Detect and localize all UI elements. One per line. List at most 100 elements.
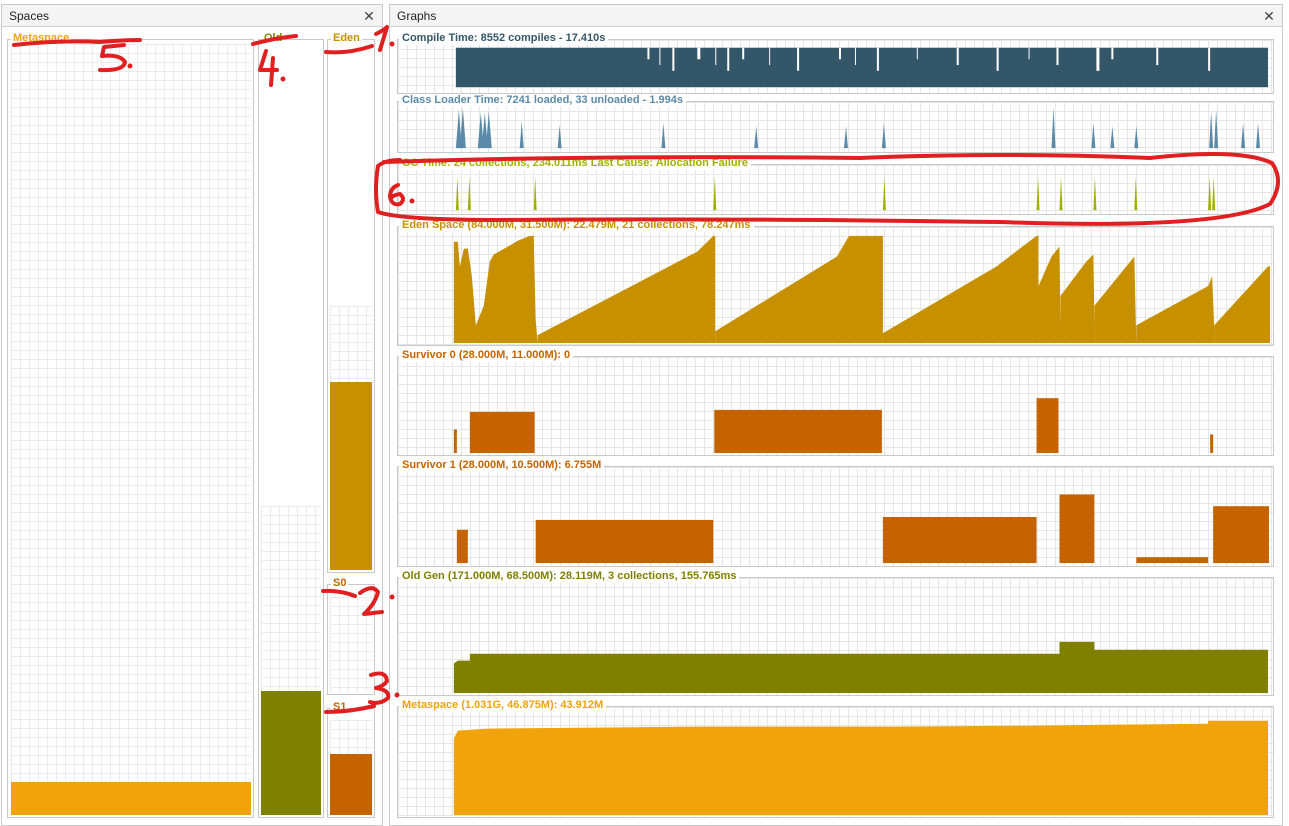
gc-time-plot — [455, 176, 1216, 211]
s1-usage-block — [535, 519, 714, 564]
eden-segment — [882, 235, 1039, 344]
compile-gap — [769, 47, 771, 66]
compile-gap — [1096, 47, 1100, 71]
metaspace-space-fill — [11, 781, 251, 815]
class-loader-spike — [1241, 123, 1246, 149]
close-graphs-panel-button[interactable]: ✕ — [1263, 8, 1275, 24]
compile-gap — [727, 47, 730, 71]
class-loader-spike — [1091, 123, 1096, 149]
gc-spike — [713, 176, 717, 211]
compile-gap — [1028, 47, 1030, 60]
compile-time-graph-label: Compile Time: 8552 compiles - 17.410s — [399, 32, 609, 45]
compile-gap — [838, 47, 841, 60]
compile-gap — [1111, 47, 1114, 60]
class-loader-spike — [1256, 123, 1261, 149]
compile-gap — [1056, 47, 1059, 66]
old-gen-graph-label: Old Gen (171.000M, 68.500M): 28.119M, 3 … — [399, 570, 740, 583]
compile-time-plot — [455, 47, 1269, 88]
metaspace-graph-label: Metaspace (1.031G, 46.875M): 43.912M — [399, 699, 607, 712]
eden-space-label: Eden — [331, 32, 362, 45]
compile-activity-area — [455, 47, 1269, 88]
compile-time-graph — [397, 39, 1274, 94]
old-space-grid — [261, 506, 321, 815]
old-gen-graph — [397, 577, 1274, 696]
eden-space-graph — [397, 226, 1274, 346]
class-loader-spike — [1051, 107, 1056, 149]
gc-spike — [1036, 176, 1040, 211]
class-loader-spike — [455, 109, 462, 149]
class-loader-spike — [1110, 126, 1115, 149]
eden-segment — [715, 235, 883, 344]
graphs-panel-header: Graphs ✕ — [390, 5, 1282, 27]
s1-usage-block — [1213, 506, 1270, 564]
s0-usage-block — [1210, 434, 1214, 454]
class-loader-spike — [881, 123, 886, 149]
eden-space-grid — [330, 306, 372, 570]
eden-segment — [1214, 266, 1271, 344]
gc-spike — [882, 176, 886, 211]
survivor0-plot — [453, 398, 1214, 454]
compile-gap — [1208, 47, 1211, 71]
class-loader-spike — [557, 125, 562, 149]
metaspace-space-grid — [11, 44, 251, 815]
metaspace-usage-area — [453, 720, 1269, 816]
class-loader-spike — [661, 123, 666, 149]
class-loader-graph-label: Class Loader Time: 7241 loaded, 33 unloa… — [399, 94, 687, 107]
compile-gap — [715, 47, 717, 66]
eden-segment — [1060, 254, 1095, 344]
class-loader-spike — [1214, 109, 1219, 149]
s0-space-label: S0 — [331, 577, 349, 590]
class-loader-spike — [485, 111, 492, 149]
survivor1-graph-label: Survivor 1 (28.000M, 10.500M): 6.755M — [399, 459, 605, 472]
compile-gap — [797, 47, 800, 71]
s1-usage-block — [1136, 557, 1209, 564]
class-loader-spike — [1134, 126, 1139, 149]
eden-segment — [1038, 246, 1061, 344]
spaces-panel-header: Spaces ✕ — [2, 5, 382, 27]
survivor0-graph — [397, 356, 1274, 456]
eden-segment — [1094, 256, 1137, 344]
compile-gap — [854, 47, 856, 66]
metaspace-space-label: Metaspace — [11, 32, 72, 45]
class-loader-spike — [481, 112, 488, 149]
s0-space-frame — [327, 584, 375, 695]
compile-gap — [1156, 47, 1159, 66]
old-gen-usage-area — [453, 641, 1269, 694]
class-loader-plot — [455, 107, 1261, 149]
compile-gap — [647, 47, 650, 60]
compile-gap — [697, 47, 701, 60]
s0-usage-block — [453, 429, 457, 454]
class-loader-spike — [477, 112, 484, 149]
compile-gap — [996, 47, 999, 71]
class-loader-graph — [397, 101, 1274, 153]
compile-gap — [876, 47, 879, 71]
class-loader-spike — [843, 126, 848, 149]
gc-spike — [1059, 176, 1063, 211]
eden-space-graph-label: Eden Space (84.000M, 31.500M): 22.479M, … — [399, 219, 754, 232]
s0-usage-block — [1036, 398, 1059, 454]
compile-gap — [659, 47, 661, 66]
class-loader-spike — [1209, 111, 1214, 149]
s1-space-fill — [330, 753, 372, 815]
gc-time-graph-label: GC Time: 24 collections, 234.011ms Last … — [399, 157, 752, 170]
old-space-fill — [261, 691, 321, 815]
close-spaces-panel-button[interactable]: ✕ — [363, 8, 375, 24]
metaspace-graph — [397, 706, 1274, 818]
class-loader-spike — [519, 121, 524, 149]
class-loader-spike — [459, 107, 466, 149]
survivor0-graph-label: Survivor 0 (28.000M, 11.000M): 0 — [399, 349, 574, 362]
survivor1-graph — [397, 466, 1274, 567]
compile-gap — [956, 47, 959, 66]
eden-segment — [1136, 276, 1215, 344]
s1-space-grid — [330, 720, 372, 815]
compile-gap — [742, 47, 745, 60]
gc-spike — [1208, 176, 1212, 211]
compile-gap — [672, 47, 675, 71]
eden-segment — [453, 235, 538, 344]
s1-usage-block — [456, 529, 468, 564]
gc-spike — [533, 176, 537, 211]
gc-time-graph — [397, 164, 1274, 215]
class-loader-spike — [754, 126, 759, 149]
gc-spike — [1093, 176, 1097, 211]
gc-spike — [1134, 176, 1138, 211]
